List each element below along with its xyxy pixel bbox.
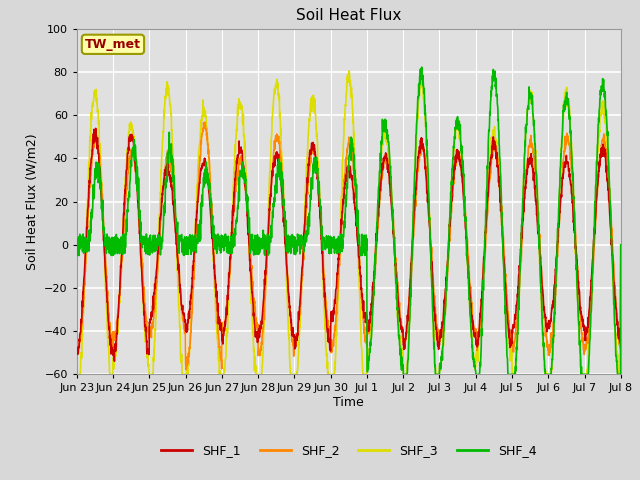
Legend: SHF_1, SHF_2, SHF_3, SHF_4: SHF_1, SHF_2, SHF_3, SHF_4 bbox=[156, 439, 541, 462]
SHF_1 bbox=[584, 322, 592, 328]
X-axis label: Time: Time bbox=[333, 396, 364, 409]
SHF_3 bbox=[365, 351, 372, 357]
SHF_2 bbox=[201, 120, 209, 125]
SHF_2 bbox=[182, 367, 190, 372]
SHF_3 bbox=[507, 348, 515, 353]
SHF_1 bbox=[377, 183, 385, 189]
SHF_1 bbox=[92, 125, 100, 131]
Line: SHF_3: SHF_3 bbox=[77, 71, 621, 374]
SHF_4 bbox=[376, 161, 384, 167]
Line: SHF_4: SHF_4 bbox=[77, 67, 621, 374]
SHF_1 bbox=[570, 214, 577, 220]
Y-axis label: Soil Heat Flux (W/m2): Soil Heat Flux (W/m2) bbox=[26, 133, 38, 270]
Line: SHF_2: SHF_2 bbox=[77, 122, 621, 370]
SHF_4 bbox=[508, 372, 515, 377]
SHF_2 bbox=[584, 332, 592, 338]
Line: SHF_1: SHF_1 bbox=[77, 128, 621, 361]
SHF_4 bbox=[570, 170, 577, 176]
Title: Soil Heat Flux: Soil Heat Flux bbox=[296, 9, 401, 24]
SHF_2 bbox=[365, 330, 372, 336]
SHF_1 bbox=[508, 342, 515, 348]
SHF_4 bbox=[584, 372, 592, 377]
SHF_3 bbox=[617, 242, 625, 248]
SHF_2 bbox=[73, 350, 81, 356]
SHF_4 bbox=[73, 246, 81, 252]
SHF_3 bbox=[584, 359, 592, 365]
SHF_2 bbox=[377, 188, 385, 194]
SHF_1 bbox=[111, 358, 118, 364]
SHF_2 bbox=[225, 282, 233, 288]
SHF_3 bbox=[346, 68, 353, 74]
SHF_4 bbox=[418, 64, 426, 70]
SHF_3 bbox=[569, 172, 577, 178]
SHF_1 bbox=[617, 242, 625, 248]
SHF_4 bbox=[399, 372, 407, 377]
SHF_4 bbox=[617, 242, 625, 248]
SHF_1 bbox=[225, 274, 233, 280]
SHF_4 bbox=[365, 366, 372, 372]
SHF_2 bbox=[617, 242, 625, 248]
SHF_1 bbox=[73, 351, 81, 357]
SHF_2 bbox=[570, 194, 577, 200]
SHF_4 bbox=[225, 239, 232, 245]
SHF_3 bbox=[376, 166, 384, 172]
SHF_1 bbox=[365, 328, 372, 334]
SHF_2 bbox=[508, 341, 515, 347]
SHF_3 bbox=[225, 303, 232, 309]
Text: TW_met: TW_met bbox=[85, 38, 141, 51]
SHF_3 bbox=[73, 372, 81, 377]
